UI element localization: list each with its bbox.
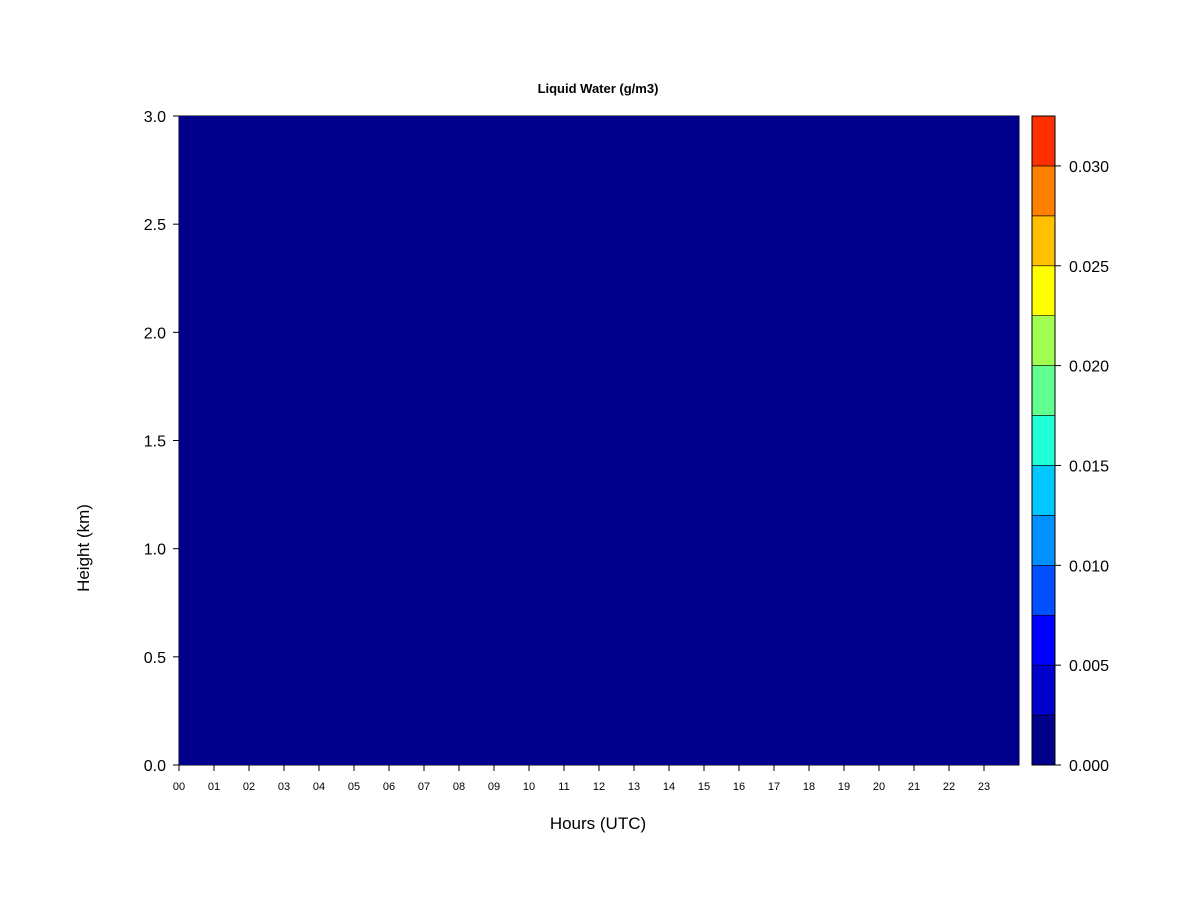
plot-area xyxy=(178,115,1020,766)
chart-title: Liquid Water (g/m3) xyxy=(538,81,659,96)
